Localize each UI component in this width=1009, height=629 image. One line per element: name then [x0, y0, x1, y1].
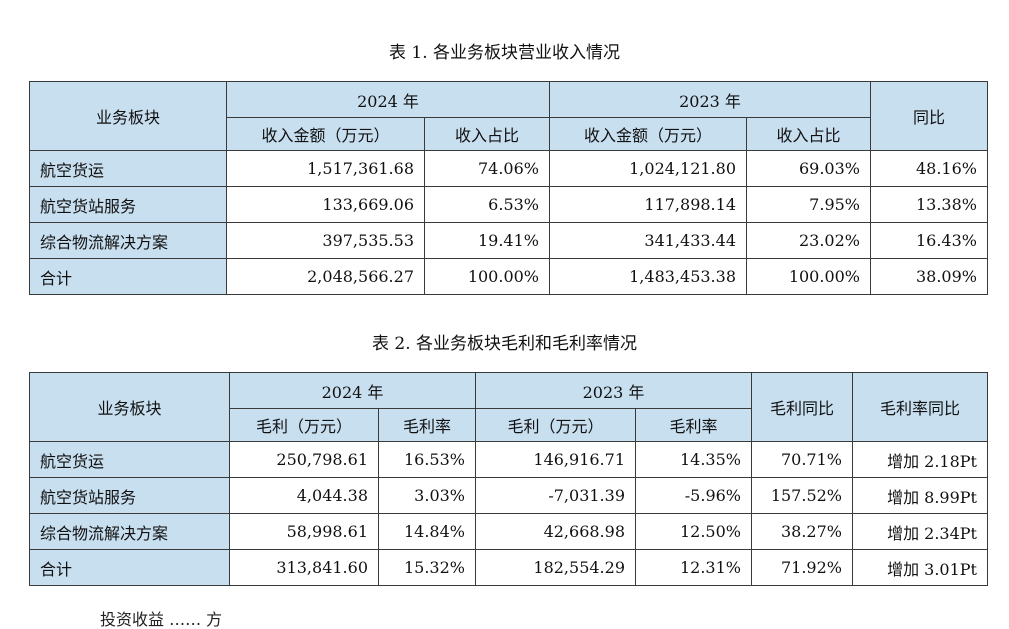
row-label: 综合物流解决方案: [29, 513, 230, 550]
header-yoy: 同比: [870, 81, 988, 151]
share-2023-cell: 23.02%: [746, 222, 871, 259]
gross-profit-table: 业务板块 2024 年 2023 年 毛利同比 毛利率同比 毛利（万元） 毛利率…: [29, 372, 988, 586]
table-row-total: 合计 313,841.60 15.32% 182,554.29 12.31% 7…: [29, 549, 988, 586]
header-year-2024: 2024 年: [229, 372, 476, 409]
revenue-2024-cell: 2,048,566.27: [226, 258, 425, 295]
header-year-2024: 2024 年: [226, 81, 550, 118]
header-gross-margin-yoy: 毛利率同比: [852, 372, 988, 442]
gross-margin-yoy-cell: 增加 8.99Pt: [852, 477, 988, 514]
gross-margin-2024-cell: 14.84%: [378, 513, 476, 550]
yoy-cell: 48.16%: [870, 150, 988, 187]
table-row: 航空货运 250,798.61 16.53% 146,916.71 14.35%…: [29, 441, 988, 478]
row-label: 航空货运: [29, 441, 230, 478]
table-row-total: 合计 2,048,566.27 100.00% 1,483,453.38 100…: [29, 258, 988, 295]
gross-profit-2024-cell: 313,841.60: [229, 549, 379, 586]
yoy-cell: 13.38%: [870, 186, 988, 223]
gross-profit-2023-cell: -7,031.39: [475, 477, 636, 514]
table-row: 航空货站服务 133,669.06 6.53% 117,898.14 7.95%…: [29, 186, 988, 223]
header-revenue-amount-2024: 收入金额（万元）: [226, 117, 425, 151]
gross-profit-2023-cell: 42,668.98: [475, 513, 636, 550]
gross-margin-2024-cell: 15.32%: [378, 549, 476, 586]
cutoff-text: 投资收益 …… 方: [100, 610, 223, 629]
row-label: 航空货站服务: [29, 186, 227, 223]
share-2023-cell: 69.03%: [746, 150, 871, 187]
yoy-cell: 16.43%: [870, 222, 988, 259]
revenue-table: 业务板块 2024 年 2023 年 同比 收入金额（万元） 收入占比 收入金额…: [29, 81, 988, 295]
table-row: 航空货运 1,517,361.68 74.06% 1,024,121.80 69…: [29, 150, 988, 187]
gross-margin-2023-cell: -5.96%: [635, 477, 752, 514]
gross-margin-2024-cell: 3.03%: [378, 477, 476, 514]
table2-caption: 表 2. 各业务板块毛利和毛利率情况: [371, 334, 638, 354]
share-2024-cell: 100.00%: [424, 258, 550, 295]
gross-margin-yoy-cell: 增加 2.34Pt: [852, 513, 988, 550]
gross-profit-yoy-cell: 38.27%: [751, 513, 853, 550]
revenue-2023-cell: 341,433.44: [549, 222, 747, 259]
revenue-2023-cell: 117,898.14: [549, 186, 747, 223]
gross-profit-yoy-cell: 71.92%: [751, 549, 853, 586]
share-2023-cell: 7.95%: [746, 186, 871, 223]
gross-margin-yoy-cell: 增加 2.18Pt: [852, 441, 988, 478]
row-label: 航空货站服务: [29, 477, 230, 514]
share-2024-cell: 74.06%: [424, 150, 550, 187]
header-gross-margin-2024: 毛利率: [378, 408, 476, 442]
gross-profit-2023-cell: 146,916.71: [475, 441, 636, 478]
row-label: 综合物流解决方案: [29, 222, 227, 259]
header-gross-profit-2023: 毛利（万元）: [475, 408, 636, 442]
row-label: 航空货运: [29, 150, 227, 187]
table-row: 综合物流解决方案 58,998.61 14.84% 42,668.98 12.5…: [29, 513, 988, 550]
gross-profit-2024-cell: 58,998.61: [229, 513, 379, 550]
revenue-2024-cell: 133,669.06: [226, 186, 425, 223]
header-gross-profit-yoy: 毛利同比: [751, 372, 853, 442]
gross-profit-yoy-cell: 70.71%: [751, 441, 853, 478]
gross-margin-2023-cell: 14.35%: [635, 441, 752, 478]
share-2023-cell: 100.00%: [746, 258, 871, 295]
row-label: 合计: [29, 258, 227, 295]
gross-profit-2024-cell: 250,798.61: [229, 441, 379, 478]
gross-margin-yoy-cell: 增加 3.01Pt: [852, 549, 988, 586]
revenue-2023-cell: 1,024,121.80: [549, 150, 747, 187]
header-year-2023: 2023 年: [549, 81, 871, 118]
header-year-2023: 2023 年: [475, 372, 752, 409]
table-row: 航空货站服务 4,044.38 3.03% -7,031.39 -5.96% 1…: [29, 477, 988, 514]
header-segment: 业务板块: [29, 81, 227, 151]
gross-profit-2024-cell: 4,044.38: [229, 477, 379, 514]
revenue-2024-cell: 1,517,361.68: [226, 150, 425, 187]
revenue-2023-cell: 1,483,453.38: [549, 258, 747, 295]
share-2024-cell: 6.53%: [424, 186, 550, 223]
row-label: 合计: [29, 549, 230, 586]
gross-profit-yoy-cell: 157.52%: [751, 477, 853, 514]
revenue-2024-cell: 397,535.53: [226, 222, 425, 259]
gross-margin-2023-cell: 12.50%: [635, 513, 752, 550]
header-revenue-amount-2023: 收入金额（万元）: [549, 117, 747, 151]
header-segment: 业务板块: [29, 372, 230, 442]
gross-margin-2024-cell: 16.53%: [378, 441, 476, 478]
yoy-cell: 38.09%: [870, 258, 988, 295]
gross-margin-2023-cell: 12.31%: [635, 549, 752, 586]
table-row: 综合物流解决方案 397,535.53 19.41% 341,433.44 23…: [29, 222, 988, 259]
table1-caption: 表 1. 各业务板块营业收入情况: [388, 43, 621, 63]
header-gross-margin-2023: 毛利率: [635, 408, 752, 442]
gross-profit-2023-cell: 182,554.29: [475, 549, 636, 586]
header-revenue-share-2024: 收入占比: [424, 117, 550, 151]
header-gross-profit-2024: 毛利（万元）: [229, 408, 379, 442]
share-2024-cell: 19.41%: [424, 222, 550, 259]
header-revenue-share-2023: 收入占比: [746, 117, 871, 151]
